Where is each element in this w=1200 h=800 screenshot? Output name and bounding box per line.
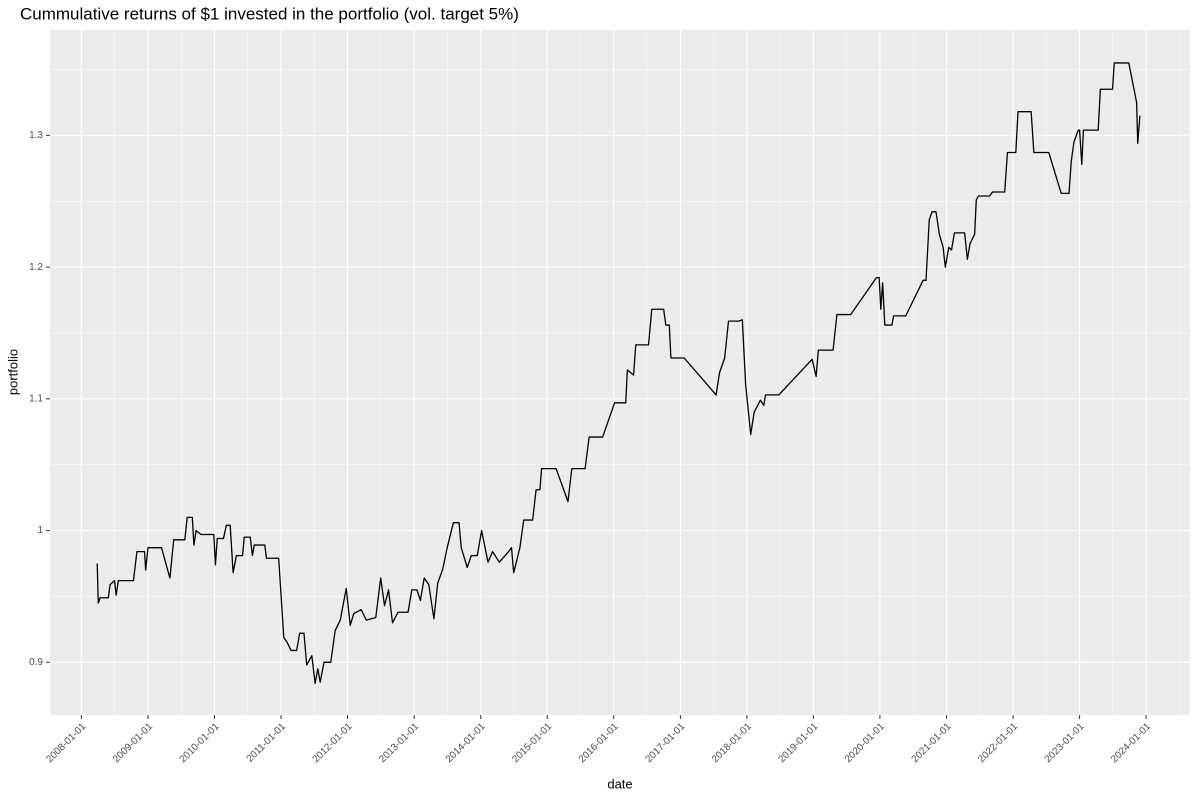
y-tick-label: 1.3 [29, 130, 43, 141]
x-tick-label: 2009-01-01 [111, 721, 155, 765]
x-tick-label: 2021-01-01 [910, 721, 954, 765]
x-tick-label: 2015-01-01 [510, 721, 554, 765]
y-tick-label: 1.2 [29, 262, 43, 273]
x-tick-label: 2017-01-01 [643, 721, 687, 765]
chart-title: Cummulative returns of $1 invested in th… [20, 4, 519, 23]
x-tick-label: 2010-01-01 [178, 721, 222, 765]
x-tick-label: 2012-01-01 [311, 721, 355, 765]
x-tick-label: 2022-01-01 [976, 721, 1020, 765]
x-tick-label: 2019-01-01 [776, 721, 820, 765]
plot-panel [50, 30, 1190, 715]
x-tick-label: 2023-01-01 [1043, 721, 1087, 765]
x-tick-label: 2016-01-01 [577, 721, 621, 765]
x-tick-label: 2018-01-01 [710, 721, 754, 765]
x-tick-label: 2020-01-01 [843, 721, 887, 765]
x-tick-label: 2013-01-01 [377, 721, 421, 765]
data-line [96, 62, 1141, 685]
y-tick-label: 1 [37, 525, 43, 536]
x-tick-label: 2008-01-01 [44, 721, 88, 765]
y-axis-label: portfolio [5, 349, 20, 395]
x-tick-label: 2011-01-01 [245, 721, 289, 765]
x-tick-label: 2024-01-01 [1109, 721, 1153, 765]
y-tick-label: 1.1 [29, 393, 43, 404]
y-tick-label: 0.9 [29, 657, 43, 668]
x-axis-label: date [607, 776, 632, 791]
x-tick-label: 2014-01-01 [444, 721, 488, 765]
